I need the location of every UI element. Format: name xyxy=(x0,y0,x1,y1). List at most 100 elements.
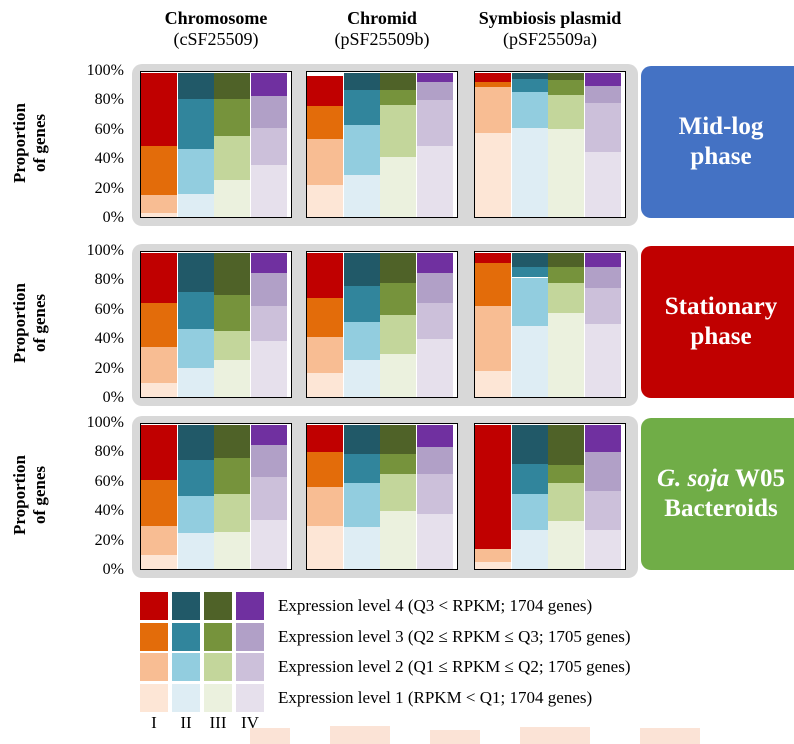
bar-segment-level-4 xyxy=(416,73,453,82)
bar-segment-level-1 xyxy=(380,353,416,397)
stacked-bar-panel xyxy=(140,423,292,570)
bar-segment-level-4 xyxy=(343,425,380,454)
bar-segment-level-3 xyxy=(214,294,250,331)
legend-swatch xyxy=(172,683,200,712)
bar-segment-level-3 xyxy=(380,283,416,315)
bar-segment-level-2 xyxy=(307,486,343,526)
bar-segment-level-3 xyxy=(307,106,343,140)
bar-segment-level-3 xyxy=(584,267,621,288)
bar-segment-level-4 xyxy=(584,73,621,86)
y-tick-label: 80% xyxy=(94,443,124,461)
legend-entry: Expression level 2 (Q1 ≤ RPKM ≤ Q2; 1705… xyxy=(278,657,631,676)
bar-segment-level-1 xyxy=(307,372,343,397)
bar-segment-level-2 xyxy=(548,283,584,314)
y-tick-label: 100% xyxy=(86,62,124,79)
bar-segment-level-2 xyxy=(380,104,416,157)
bar-segment-level-3 xyxy=(177,98,214,150)
bar-segment-level-4 xyxy=(475,73,511,82)
bar-segment-level-4 xyxy=(307,75,343,107)
bar-segment-level-3 xyxy=(416,273,453,304)
bar-segment-level-2 xyxy=(584,491,621,531)
bar-segment-level-2 xyxy=(548,94,584,130)
legend-swatch xyxy=(236,592,264,620)
phase-label-line1: Stationary xyxy=(641,292,794,322)
legend-swatch xyxy=(172,592,200,620)
stacked-bar-panel xyxy=(306,71,458,218)
phase-label-text: W05 xyxy=(729,465,786,492)
phase-label-box: Mid-log phase xyxy=(641,66,794,218)
bar-segment-level-3 xyxy=(250,445,287,477)
bar-segment-level-1 xyxy=(380,156,416,217)
y-tick-label: 60% xyxy=(94,472,124,490)
bar-segment-level-1 xyxy=(214,179,250,217)
bar-segment-level-1 xyxy=(584,530,621,569)
bar-segment-level-4 xyxy=(250,425,287,446)
y-tick-label: 0% xyxy=(102,389,124,406)
legend-swatch xyxy=(140,622,168,651)
bar-segment-level-2 xyxy=(307,139,343,186)
legend-entry: Expression level 3 (Q2 ≤ RPKM ≤ Q3; 1705… xyxy=(278,626,631,646)
bar-segment-level-4 xyxy=(214,425,250,459)
bar-segment-level-3 xyxy=(177,291,214,330)
bar-segment-level-2 xyxy=(141,195,177,213)
bar-segment-level-2 xyxy=(250,306,287,341)
bar-segment-level-2 xyxy=(475,87,511,134)
legend-swatch xyxy=(204,653,232,681)
bar-segment-level-1 xyxy=(177,193,214,217)
phase-label-italic: G. soja xyxy=(656,465,730,492)
bar-segment-level-1 xyxy=(548,521,584,569)
bar-segment-level-3 xyxy=(214,458,250,495)
bar-segment-level-1 xyxy=(250,165,287,217)
bar-segment-level-3 xyxy=(416,446,453,474)
bar-segment-level-1 xyxy=(343,359,380,397)
bar-segment-level-4 xyxy=(214,253,250,295)
legend-swatch xyxy=(204,592,232,620)
bar-segment-level-1 xyxy=(343,527,380,569)
bar-segment-level-1 xyxy=(141,382,177,397)
phase-label-line2: phase xyxy=(690,323,752,350)
bar-segment-level-3 xyxy=(307,297,343,337)
bar-segment-level-3 xyxy=(250,273,287,307)
bar-segment-level-2 xyxy=(416,303,453,340)
bar-segment-level-4 xyxy=(511,253,548,268)
y-tick-label: 40% xyxy=(94,150,124,168)
bar-segment-level-3 xyxy=(250,96,287,128)
bar-segment-level-3 xyxy=(584,85,621,104)
phase-label-line2: phase xyxy=(690,143,752,170)
bar-segment-level-3 xyxy=(307,452,343,487)
stacked-bar-panel xyxy=(474,251,626,398)
y-axis-label: Proportion of genes xyxy=(10,83,50,203)
legend-swatch xyxy=(140,592,168,620)
bar-segment-level-3 xyxy=(548,465,584,483)
bar-segment-level-3 xyxy=(343,90,380,125)
bar-segment-level-1 xyxy=(511,127,548,217)
y-axis-label-line2: of genes xyxy=(30,293,49,353)
legend-swatch xyxy=(236,653,264,681)
bar-segment-level-2 xyxy=(475,548,511,562)
bar-segment-level-4 xyxy=(250,253,287,274)
y-tick-label: 80% xyxy=(94,271,124,289)
bar-segment-level-1 xyxy=(548,129,584,217)
bar-segment-level-1 xyxy=(511,530,548,569)
bar-segment-level-4 xyxy=(343,73,380,91)
bar-segment-level-2 xyxy=(548,482,584,522)
bar-segment-level-4 xyxy=(380,253,416,284)
legend-group-label: III xyxy=(209,713,227,732)
y-tick-label: 60% xyxy=(94,120,124,138)
legend-entry: Expression level 1 (RPKM < Q1; 1704 gene… xyxy=(278,687,593,707)
bar-segment-level-1 xyxy=(343,175,380,217)
bar-segment-level-2 xyxy=(214,136,250,180)
bar-segment-level-1 xyxy=(177,368,214,397)
legend-swatch xyxy=(204,683,232,712)
bar-segment-level-4 xyxy=(141,73,177,147)
bar-segment-level-2 xyxy=(416,100,453,147)
bar-segment-level-3 xyxy=(141,479,177,526)
bar-segment-level-4 xyxy=(307,425,343,453)
bar-segment-level-4 xyxy=(548,73,584,81)
y-tick-label: 20% xyxy=(94,179,124,197)
phase-label-line1: G. soja W05 xyxy=(641,464,794,494)
stacked-bar-panel xyxy=(140,251,292,398)
column-title: Chromid xyxy=(347,8,417,28)
bar-segment-level-1 xyxy=(141,212,177,217)
bar-segment-level-4 xyxy=(511,73,548,79)
